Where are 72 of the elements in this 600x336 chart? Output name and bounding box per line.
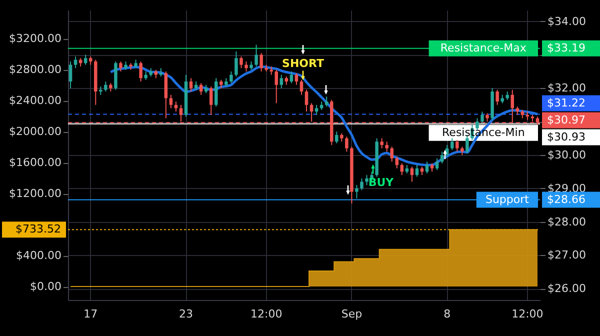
y-tick-label: $1200.00 — [9, 187, 62, 200]
x-tick-label: 23 — [179, 308, 193, 320]
candlestick — [84, 54, 88, 66]
y-tick-label: $0.00 — [30, 280, 62, 294]
candlestick — [410, 166, 414, 182]
candlestick — [68, 60, 72, 89]
candlestick — [390, 146, 394, 162]
candlestick — [314, 104, 318, 116]
candlestick — [400, 162, 404, 176]
candlestick — [244, 60, 248, 72]
text: Resistance-Max $33.19 — [440, 41, 586, 54]
candlestick — [214, 78, 218, 108]
x-tick-label: 12:00 — [512, 308, 544, 320]
y2-tick-label: $30.00 — [548, 148, 586, 162]
y-tick-label: $3200.00 — [9, 32, 62, 46]
candlestick — [335, 131, 338, 144]
y-tick-label: $2800.00 — [9, 63, 62, 76]
y-tick-label: $2400.00 — [9, 94, 62, 108]
candlestick — [324, 96, 328, 108]
text: Support $28.66 — [485, 192, 586, 206]
ref-line-label: $31.22 — [547, 96, 586, 110]
candlestick — [234, 50, 238, 77]
ref-line-label: $30.97 — [547, 113, 586, 126]
y-tick-label: $1600.00 — [9, 156, 62, 170]
candlestick — [450, 138, 454, 150]
y2-tick-label: $34.00 — [548, 14, 586, 28]
ref-line-label: $733.52 — [16, 222, 61, 236]
candlestick — [440, 151, 444, 164]
candlestick — [415, 164, 419, 178]
y-tick-label: $400.00 — [16, 249, 62, 262]
candlestick — [435, 158, 439, 171]
candlestick — [139, 60, 142, 82]
candlestick — [496, 89, 499, 106]
candlestick — [260, 52, 263, 72]
candlestick — [240, 56, 243, 69]
candlestick — [189, 78, 193, 92]
candlestick — [169, 94, 173, 109]
y2-tick-label: $27.00 — [548, 248, 586, 262]
candlestick — [385, 141, 388, 152]
candlestick — [425, 161, 429, 174]
x-tick-label: 17 — [84, 308, 98, 320]
x-tick-label: 8 — [444, 308, 451, 320]
x-tick-label: Sep — [341, 308, 362, 320]
candlestick — [294, 72, 298, 86]
candlestick — [365, 174, 368, 186]
candlestick — [119, 60, 122, 72]
y2-tick-label: $28.00 — [548, 215, 586, 228]
candlestick — [280, 74, 284, 89]
annotation: BUY — [368, 176, 395, 189]
candlestick — [345, 136, 348, 152]
candlestick — [290, 70, 294, 84]
y2-tick-label: $29.00 — [548, 182, 586, 195]
candlestick — [360, 178, 364, 191]
candlestick — [274, 69, 278, 104]
candlestick — [104, 81, 108, 92]
candlestick — [199, 82, 203, 96]
annotation: SHORT — [282, 57, 324, 70]
candlestick — [380, 138, 384, 149]
candlestick — [254, 44, 258, 67]
candlestick — [355, 184, 358, 199]
y2-tick-label: $32.00 — [548, 82, 586, 95]
x-tick-label: 12:00 — [250, 308, 282, 320]
candlestick — [310, 102, 314, 122]
candlestick — [395, 156, 399, 169]
candlestick — [230, 70, 233, 84]
y2-tick-label: $26.00 — [548, 282, 586, 296]
y-tick-label: $2000.00 — [9, 125, 62, 138]
candlestick — [456, 139, 459, 152]
candlestick — [209, 86, 213, 116]
candlestick — [74, 56, 78, 69]
candlestick — [480, 111, 484, 124]
candlestick — [304, 89, 308, 112]
